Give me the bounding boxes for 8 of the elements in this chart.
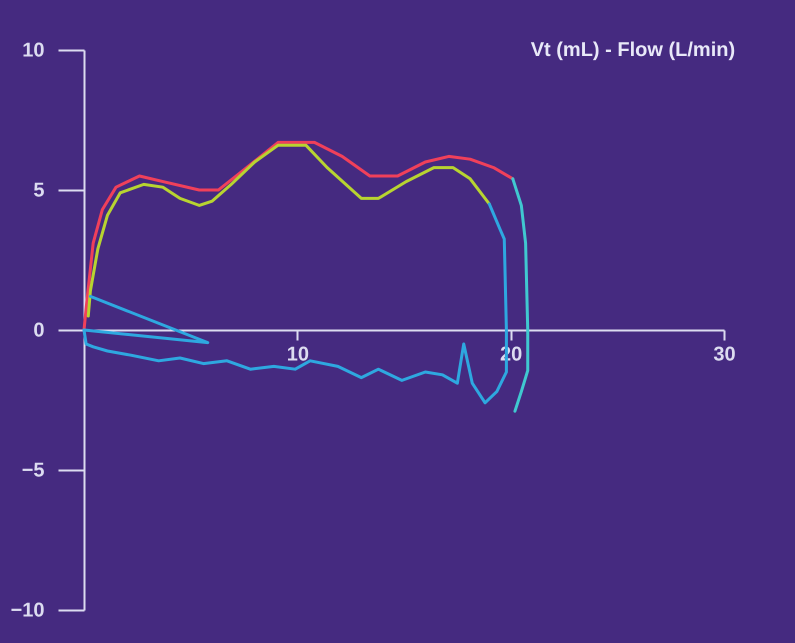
y-tick-label: 5 [33, 180, 44, 202]
y-tick-label: 0 [33, 320, 44, 342]
y-tick-label: −10 [10, 600, 44, 622]
x-tick-label: 10 [286, 344, 309, 366]
y-tick-label: −5 [22, 460, 44, 482]
chart-title: Vt (mL) - Flow (L/min) [530, 39, 736, 61]
x-tick-label: 30 [713, 344, 736, 366]
y-tick-label: 10 [22, 40, 44, 62]
